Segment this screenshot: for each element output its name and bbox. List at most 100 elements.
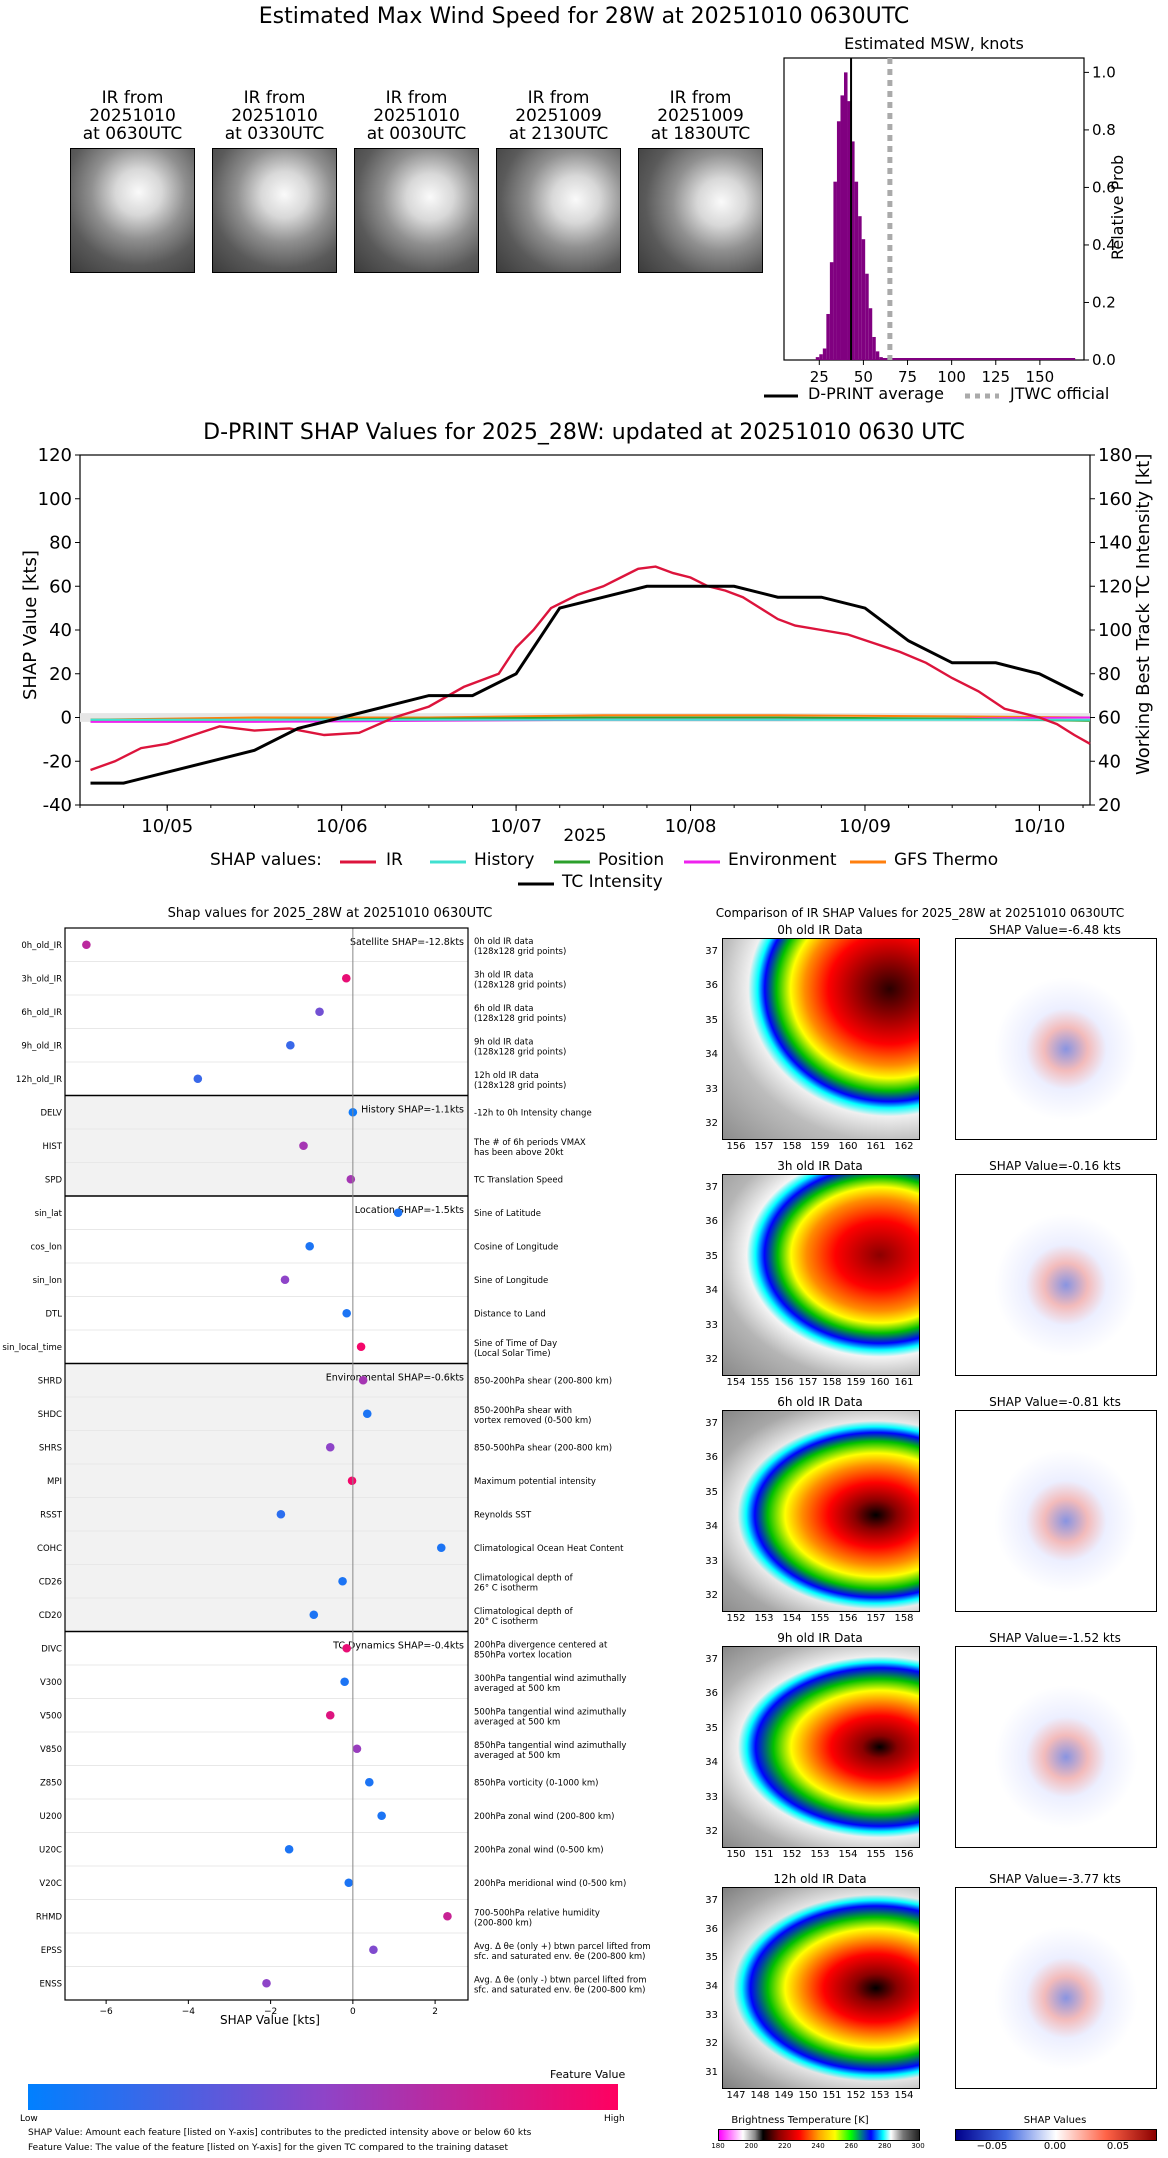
histogram-bar [861, 239, 866, 360]
feature-desc: 850hPa vorticity (0-1000 km) [474, 1778, 598, 1788]
feature-desc: averaged at 500 km [474, 1684, 560, 1694]
feature-desc: (128x128 grid points) [474, 1047, 566, 1057]
ir-xtick-label: 151 [754, 1849, 774, 1860]
feature-name: cos_lon [30, 1242, 62, 1252]
shap-panel-title: SHAP Value=-0.16 kts [989, 1159, 1121, 1173]
feature-desc: -12h to 0h Intensity change [474, 1108, 592, 1118]
ir-xtick-label: 149 [774, 2090, 794, 2101]
bt-colorbar [718, 2129, 920, 2141]
feature-desc: TC Translation Speed [473, 1175, 563, 1185]
feature-desc: 9h old IR data [474, 1037, 533, 1047]
thumbnail-caption-line3: at 0330UTC [224, 124, 325, 144]
thumbnail-caption-line1: IR from [385, 88, 448, 108]
scatter-xtick-label: −4 [182, 2007, 196, 2017]
feature-name: MPI [47, 1477, 62, 1487]
ir-xtick-label: 153 [870, 2090, 890, 2101]
histogram-bar [851, 141, 855, 360]
legend-environment: Environment [728, 850, 837, 870]
group-label: Location SHAP=-1.5kts [355, 1205, 464, 1216]
series-line-ir [90, 565, 1091, 772]
feature-shap-point [338, 1576, 347, 1586]
ir-xtick-label: 155 [866, 1849, 886, 1860]
shap-attribution-map [955, 938, 1157, 1140]
feature-name: CD20 [39, 1611, 62, 1621]
ir-xtick-label: 154 [726, 1377, 746, 1388]
feature-value-colorbar [28, 2084, 618, 2110]
feature-name: HIST [43, 1142, 63, 1152]
feature-desc: The # of 6h periods VMAX [473, 1138, 586, 1148]
histogram-xtick-label: 75 [898, 368, 917, 386]
ir-ytick-label: 34 [705, 1521, 718, 1533]
ir-ytick-label: 34 [705, 1757, 718, 1769]
feature-shap-point [340, 1677, 349, 1687]
legend-gfs: GFS Thermo [894, 850, 999, 870]
colorbar-high: High [604, 2114, 625, 2124]
thumbnail-caption-line1: IR from [243, 88, 306, 108]
histogram-bar [815, 357, 820, 360]
feature-desc: vortex removed (0-500 km) [474, 1416, 591, 1426]
ir-ytick-label: 35 [705, 1486, 718, 1498]
feature-desc: Climatological Ocean Heat Content [474, 1544, 624, 1554]
feature-shap-point [365, 1777, 374, 1787]
feature-desc: Sine of Latitude [474, 1209, 541, 1219]
ir-xtick-label: 154 [838, 1849, 858, 1860]
ir-xtick-label: 152 [726, 1613, 746, 1624]
feature-desc: 700-500hPa relative humidity [474, 1908, 600, 1918]
ir-xtick-label: 155 [810, 1613, 830, 1624]
feature-name: 6h_old_IR [21, 1008, 62, 1018]
legend-line-dprint [764, 394, 798, 398]
feature-shap-point [315, 1007, 324, 1017]
feature-name: SPD [45, 1175, 63, 1185]
histogram-bar [840, 95, 844, 360]
ir-xtick-label: 154 [894, 2090, 914, 2101]
line-legend: SHAP values: IR History Position Environ… [200, 848, 1060, 902]
ir-xtick-label: 150 [726, 1849, 746, 1860]
histogram-xtick-label: 150 [1026, 368, 1055, 386]
ir-ytick-label: 37 [705, 1418, 718, 1429]
feature-name: V300 [40, 1678, 62, 1688]
feature-shap-point [325, 1442, 335, 1452]
feature-desc: 850-200hPa shear (200-800 km) [474, 1376, 612, 1386]
feature-shap-point [342, 1308, 351, 1318]
ir-xtick-label: 160 [838, 1141, 858, 1152]
feature-name: COHC [37, 1544, 62, 1554]
feature-desc: sfc. and saturated env. θe (200-800 km) [474, 1985, 646, 1995]
histogram-xtick-label: 25 [810, 368, 829, 386]
legend-ir: IR [386, 850, 403, 870]
feature-desc: 0h old IR data [474, 937, 533, 947]
shap-panel-title: SHAP Value=-6.48 kts [989, 923, 1121, 937]
line-ytick-label-right: 80 [1098, 664, 1121, 685]
feature-desc: 500hPa tangential wind azimuthally [474, 1707, 626, 1717]
feature-desc: 3h old IR data [474, 970, 533, 980]
ir-xtick-label: 156 [838, 1613, 858, 1624]
ir-xtick-label: 156 [726, 1141, 746, 1152]
line-ytick-label-left: -40 [43, 795, 72, 816]
ir-brightness-map [722, 1410, 920, 1612]
ir-ytick-label: 35 [705, 1250, 718, 1262]
legend-swatch-intensity [518, 882, 554, 886]
ir-ytick-label: 37 [705, 946, 718, 957]
thumbnail-caption-line1: IR from [101, 88, 164, 108]
legend-label-jtwc: JTWC official [1010, 384, 1110, 403]
shap-attribution-map [955, 1646, 1157, 1848]
histogram-bar [822, 348, 827, 360]
bt-tick-label: 260 [844, 2142, 859, 2150]
legend-swatch-history [430, 860, 466, 864]
ir-panel-title: 6h old IR Data [777, 1395, 863, 1409]
feature-shap-point [341, 973, 351, 983]
ir-ytick-label: 37 [705, 1895, 718, 1906]
histogram-bar [829, 262, 834, 360]
line-xlabel: 2025 [563, 826, 607, 846]
feature-desc: Cosine of Longitude [474, 1242, 558, 1252]
legend-swatch-gfs [850, 860, 886, 864]
feature-name: SHRD [38, 1376, 63, 1386]
feature-desc: 200hPa zonal wind (200-800 km) [474, 1812, 614, 1822]
ir-xtick-label: 153 [810, 1849, 830, 1860]
ir-xtick-label: 158 [782, 1141, 802, 1152]
ir-ytick-label: 33 [705, 1555, 718, 1567]
series-line-gfs [90, 714, 1091, 721]
ir-ytick-label: 36 [705, 1216, 718, 1228]
line-ylabel-right: Working Best Track TC Intensity [kt] [1133, 453, 1154, 775]
ir-brightness-map [722, 1887, 920, 2089]
ir-brightness-map [722, 938, 920, 1140]
